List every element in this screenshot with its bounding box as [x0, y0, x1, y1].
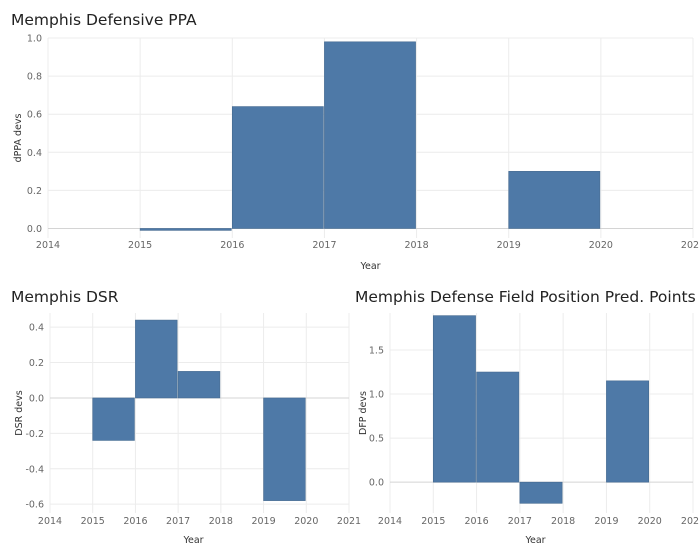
ppa-xtick-label: 2021 — [681, 240, 700, 251]
dsr-xtick-label: 2018 — [209, 516, 233, 527]
ppa-xtick-label: 2016 — [220, 240, 244, 251]
dsr-bar-0 — [92, 397, 135, 441]
dfp-bar-2 — [519, 481, 563, 504]
ppa-xtick-label: 2014 — [36, 240, 60, 251]
dfp-bar-3 — [606, 380, 650, 483]
chart-title-dsr: Memphis DSR — [11, 288, 119, 306]
dfp-bar-1 — [476, 371, 520, 483]
dfp-bar-0 — [432, 315, 476, 483]
dfp-ytick-label: 1.0 — [369, 390, 384, 401]
ppa-xtick-label: 2018 — [404, 240, 428, 251]
dfp-xtick-label: 2019 — [594, 516, 618, 527]
dsr-xtick-label: 2017 — [166, 516, 190, 527]
dfp-xtick-label: 2016 — [464, 516, 488, 527]
dsr-xtick-label: 2015 — [81, 516, 105, 527]
ppa-ytick-label: 0.4 — [27, 148, 42, 159]
ppa-y-axis-label: dPPA devs — [13, 114, 24, 163]
dsr-bar-2 — [177, 371, 221, 399]
dsr-x-axis-label: Year — [182, 535, 203, 546]
dfp-xtick-label: 2021 — [681, 516, 700, 527]
dsr-xtick-label: 2014 — [38, 516, 62, 527]
dfp-ytick-label: 1.5 — [369, 346, 384, 357]
ppa-bar-3 — [508, 171, 601, 229]
dsr-xtick-label: 2020 — [294, 516, 318, 527]
dfp-xtick-label: 2020 — [638, 516, 662, 527]
ppa-xtick-label: 2020 — [589, 240, 613, 251]
dsr-xtick-label: 2019 — [251, 516, 275, 527]
dsr-ytick-label: 0.4 — [29, 323, 44, 334]
ppa-x-axis-label: Year — [359, 261, 380, 272]
ppa-ytick-label: 0.8 — [27, 72, 42, 83]
ppa-ytick-label: 0.0 — [27, 224, 42, 235]
ppa-bar-0 — [139, 228, 232, 231]
dsr-ytick-label: -0.6 — [25, 500, 44, 511]
dfp-x-axis-label: Year — [524, 535, 545, 546]
dfp-ytick-label: 0.0 — [369, 478, 384, 489]
dsr-bar-3 — [263, 397, 306, 501]
dfp-xtick-label: 2017 — [508, 516, 532, 527]
dfp-ytick-label: 0.5 — [369, 434, 384, 445]
dsr-bar-1 — [135, 319, 178, 399]
dsr-xtick-label: 2021 — [337, 516, 361, 527]
ppa-bar-1 — [231, 106, 324, 229]
dfp-xtick-label: 2014 — [378, 516, 402, 527]
dsr-ytick-label: -0.4 — [25, 464, 44, 475]
dsr-xtick-label: 2016 — [123, 516, 147, 527]
dsr-ytick-label: 0.2 — [29, 358, 44, 369]
dfp-y-axis-label: DFP devs — [358, 391, 369, 435]
ppa-ytick-label: 0.6 — [27, 110, 42, 121]
chart-title-ppa: Memphis Defensive PPA — [11, 11, 197, 29]
ppa-ytick-label: 0.2 — [27, 186, 42, 197]
ppa-xtick-label: 2017 — [312, 240, 336, 251]
ppa-xtick-label: 2015 — [128, 240, 152, 251]
ppa-bar-2 — [324, 41, 416, 229]
ppa-xtick-label: 2019 — [497, 240, 521, 251]
ppa-ytick-label: 1.0 — [27, 34, 42, 45]
dfp-xtick-label: 2018 — [551, 516, 575, 527]
dsr-ytick-label: 0.0 — [29, 393, 44, 404]
dfp-xtick-label: 2015 — [421, 516, 445, 527]
chart-title-dfp: Memphis Defense Field Position Pred. Poi… — [355, 288, 696, 306]
dsr-y-axis-label: DSR devs — [14, 390, 25, 435]
dsr-ytick-label: -0.2 — [25, 429, 44, 440]
